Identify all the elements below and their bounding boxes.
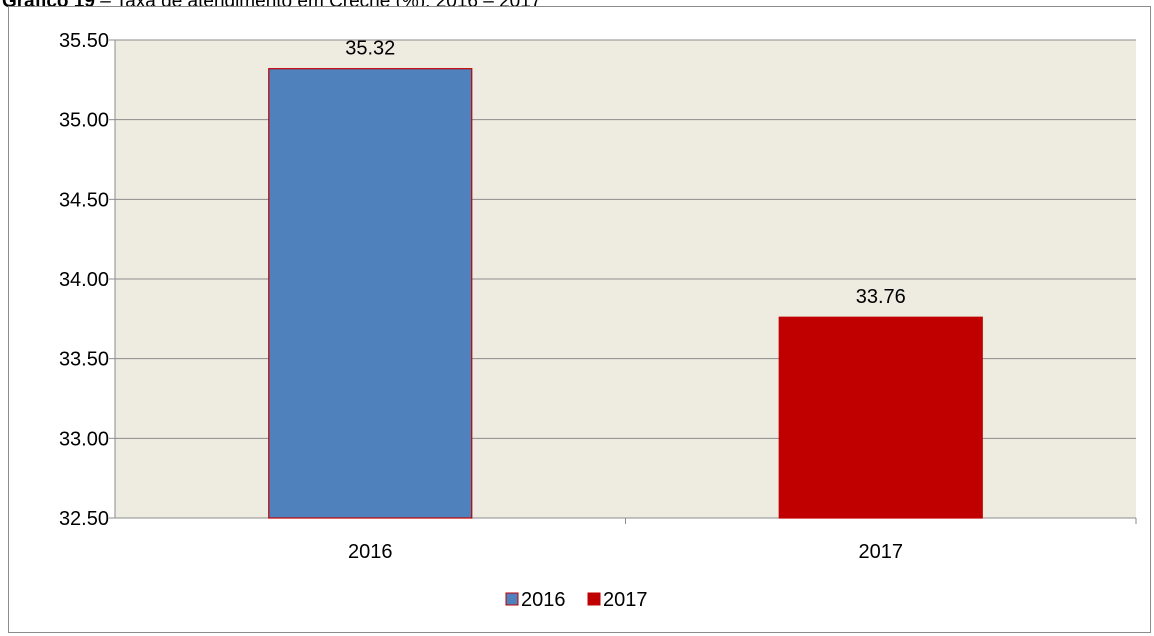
y-tick-label: 33.00	[59, 428, 109, 450]
data-label: 33.76	[856, 286, 906, 308]
x-tick-label: 2017	[859, 541, 904, 563]
y-tick-label: 32.50	[59, 508, 109, 530]
y-tick-label: 35.00	[59, 110, 109, 132]
legend-swatch-2017	[587, 592, 601, 606]
x-tick-label: 2016	[348, 541, 393, 563]
y-tick-label: 34.50	[59, 189, 109, 211]
y-tick-label: 33.50	[59, 349, 109, 371]
y-tick-label: 34.00	[59, 269, 109, 291]
legend-label-2017: 2017	[603, 589, 648, 611]
data-label: 35.32	[345, 38, 395, 60]
y-tick-label: 35.50	[59, 30, 109, 52]
bar-2017	[778, 316, 983, 519]
legend-label-2016: 2016	[521, 589, 566, 611]
legend-swatch-2016	[505, 592, 519, 606]
bar-2016	[268, 68, 473, 519]
